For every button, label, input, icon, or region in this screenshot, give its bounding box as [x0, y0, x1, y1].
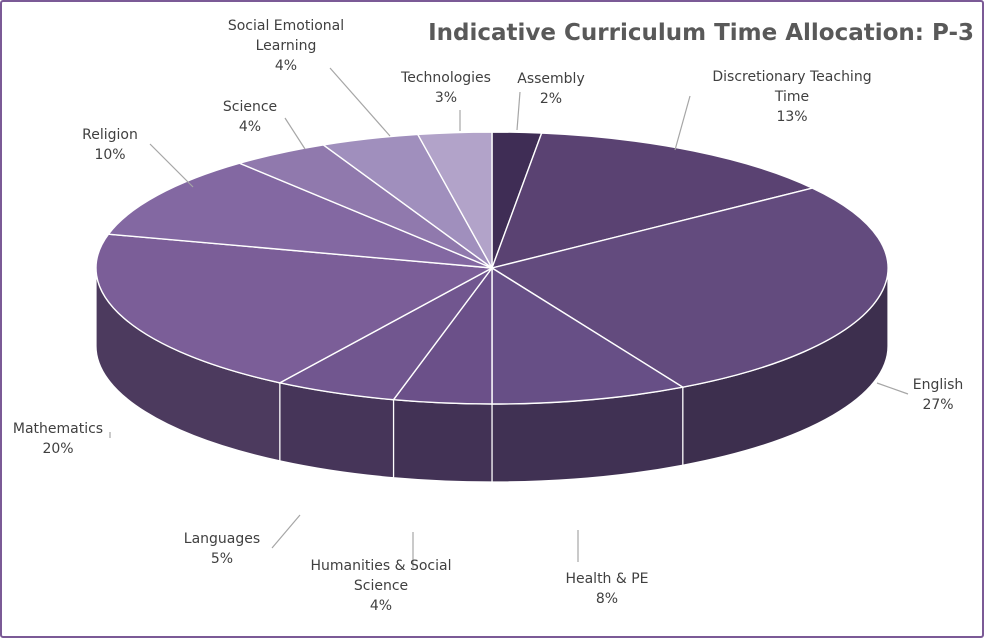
data-label-name-1: Discretionary Teaching [712, 69, 871, 85]
leader-line-1 [674, 95, 691, 151]
data-label-name-9: Learning [256, 38, 317, 54]
data-label-name-4: Humanities & Social [311, 558, 452, 574]
leader-line-2 [876, 382, 909, 395]
leader-line-5 [271, 514, 301, 549]
leader-line-8 [284, 117, 306, 150]
chart-title: Indicative Curriculum Time Allocation: P… [428, 20, 974, 46]
data-label-value-7: 10% [94, 147, 125, 163]
data-label-value-3: 8% [596, 591, 618, 607]
data-label-value-6: 20% [42, 441, 73, 457]
data-label-name-10: Technologies [400, 70, 491, 86]
data-label-value-2: 27% [922, 397, 953, 413]
pie-slice-1 [490, 132, 815, 269]
slice-side-4 [392, 399, 493, 483]
data-label-name-6: Mathematics [13, 421, 103, 437]
leader-line-0 [516, 91, 521, 131]
data-label-value-0: 2% [540, 91, 562, 107]
pie-slice-7 [107, 162, 493, 269]
leader-lines [109, 67, 909, 568]
data-label-name-5: Languages [184, 531, 260, 547]
data-label-value-8: 4% [239, 119, 261, 135]
data-label-value-1: 13% [776, 109, 807, 125]
data-label-value-4: 4% [370, 598, 392, 614]
data-label-name-7: Religion [82, 127, 138, 143]
data-label-value-10: 3% [435, 90, 457, 106]
pie-slice-6 [95, 233, 495, 384]
leader-line-7 [149, 143, 194, 188]
data-label-name-4: Science [354, 578, 408, 594]
pie-slices [95, 131, 889, 405]
data-labels: Assembly 2% Discretionary Teaching Time 13% E… [13, 18, 963, 614]
data-label-name-3: Health & PE [565, 571, 648, 587]
data-label-name-8: Science [223, 99, 277, 115]
data-label-name-9: Social Emotional [228, 18, 344, 34]
pie-slice-10 [416, 131, 493, 271]
pie-slice-3 [491, 266, 685, 405]
data-label-name-0: Assembly [517, 71, 584, 87]
leader-line-9 [329, 67, 391, 137]
data-label-value-9: 4% [275, 58, 297, 74]
pie-slice-2 [490, 187, 889, 388]
data-label-name-2: English [913, 377, 964, 393]
data-label-name-1: Time [774, 89, 809, 105]
data-label-value-5: 5% [211, 551, 233, 567]
